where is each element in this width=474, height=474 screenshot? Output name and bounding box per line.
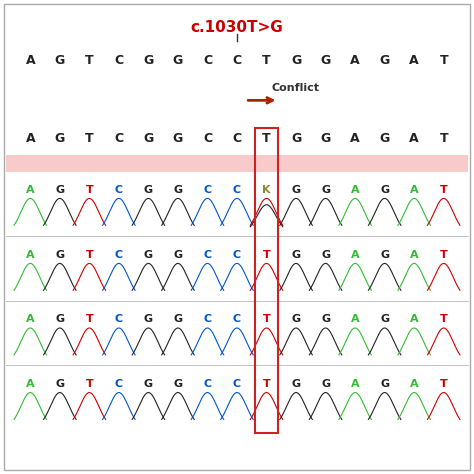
Text: A: A	[26, 379, 35, 389]
Text: G: G	[292, 379, 301, 389]
Text: G: G	[292, 314, 301, 325]
Text: C: C	[115, 185, 123, 195]
Text: G: G	[173, 379, 182, 389]
Text: G: G	[173, 314, 182, 325]
Text: G: G	[380, 379, 389, 389]
Bar	[6, 155, 468, 172]
Text: G: G	[292, 185, 301, 195]
Text: C: C	[232, 54, 242, 67]
Text: T: T	[439, 54, 448, 67]
Text: G: G	[55, 379, 64, 389]
Text: c.1030T>G: c.1030T>G	[191, 20, 283, 35]
Text: A: A	[410, 132, 419, 145]
Text: C: C	[233, 379, 241, 389]
Text: C: C	[115, 250, 123, 260]
Text: G: G	[144, 314, 153, 325]
Text: T: T	[85, 54, 94, 67]
Text: A: A	[410, 379, 419, 389]
Text: A: A	[350, 132, 360, 145]
Text: A: A	[26, 54, 35, 67]
Text: T: T	[439, 132, 448, 145]
Text: T: T	[440, 314, 447, 325]
Text: T: T	[440, 250, 447, 260]
Text: K: K	[262, 185, 271, 195]
Text: G: G	[55, 250, 64, 260]
Text: G: G	[55, 185, 64, 195]
Text: T: T	[440, 379, 447, 389]
Text: C: C	[233, 314, 241, 325]
Text: A: A	[410, 250, 419, 260]
Text: A: A	[26, 185, 35, 195]
Text: C: C	[203, 314, 211, 325]
Text: T: T	[85, 185, 93, 195]
Text: G: G	[321, 185, 330, 195]
Text: G: G	[143, 54, 154, 67]
Text: C: C	[203, 250, 211, 260]
Text: C: C	[203, 54, 212, 67]
Text: C: C	[233, 250, 241, 260]
Text: G: G	[321, 250, 330, 260]
Text: A: A	[410, 314, 419, 325]
Text: C: C	[203, 185, 211, 195]
Text: G: G	[380, 250, 389, 260]
Text: A: A	[350, 54, 360, 67]
Text: G: G	[320, 132, 331, 145]
Text: C: C	[233, 185, 241, 195]
Text: G: G	[144, 185, 153, 195]
Text: G: G	[320, 54, 331, 67]
Text: C: C	[203, 132, 212, 145]
Text: G: G	[144, 250, 153, 260]
Text: T: T	[85, 250, 93, 260]
Text: G: G	[291, 54, 301, 67]
Text: G: G	[144, 379, 153, 389]
Text: T: T	[262, 54, 271, 67]
Text: T: T	[85, 132, 94, 145]
Text: A: A	[26, 314, 35, 325]
Text: A: A	[410, 54, 419, 67]
Text: A: A	[26, 132, 35, 145]
Text: G: G	[55, 54, 65, 67]
Text: C: C	[115, 379, 123, 389]
Text: T: T	[262, 132, 271, 145]
Bar	[255, 128, 278, 433]
Text: G: G	[292, 250, 301, 260]
Text: A: A	[351, 185, 359, 195]
Text: G: G	[55, 132, 65, 145]
Text: G: G	[173, 132, 183, 145]
Text: Conflict: Conflict	[271, 83, 319, 93]
Text: C: C	[203, 379, 211, 389]
Text: G: G	[380, 54, 390, 67]
Text: T: T	[263, 379, 270, 389]
Text: G: G	[380, 132, 390, 145]
Text: A: A	[351, 379, 359, 389]
Text: G: G	[291, 132, 301, 145]
Text: A: A	[410, 185, 419, 195]
Text: T: T	[85, 379, 93, 389]
Text: G: G	[380, 314, 389, 325]
Text: A: A	[26, 250, 35, 260]
Text: T: T	[85, 314, 93, 325]
Text: A: A	[351, 314, 359, 325]
Text: G: G	[321, 314, 330, 325]
Text: C: C	[114, 54, 123, 67]
Text: G: G	[173, 250, 182, 260]
Text: C: C	[232, 132, 242, 145]
Text: C: C	[114, 132, 123, 145]
Text: G: G	[173, 185, 182, 195]
Text: T: T	[263, 314, 270, 325]
Text: C: C	[115, 314, 123, 325]
Text: A: A	[351, 250, 359, 260]
Text: G: G	[143, 132, 154, 145]
Text: T: T	[263, 250, 270, 260]
Text: T: T	[440, 185, 447, 195]
Text: G: G	[321, 379, 330, 389]
Text: G: G	[380, 185, 389, 195]
Text: G: G	[173, 54, 183, 67]
Text: G: G	[55, 314, 64, 325]
